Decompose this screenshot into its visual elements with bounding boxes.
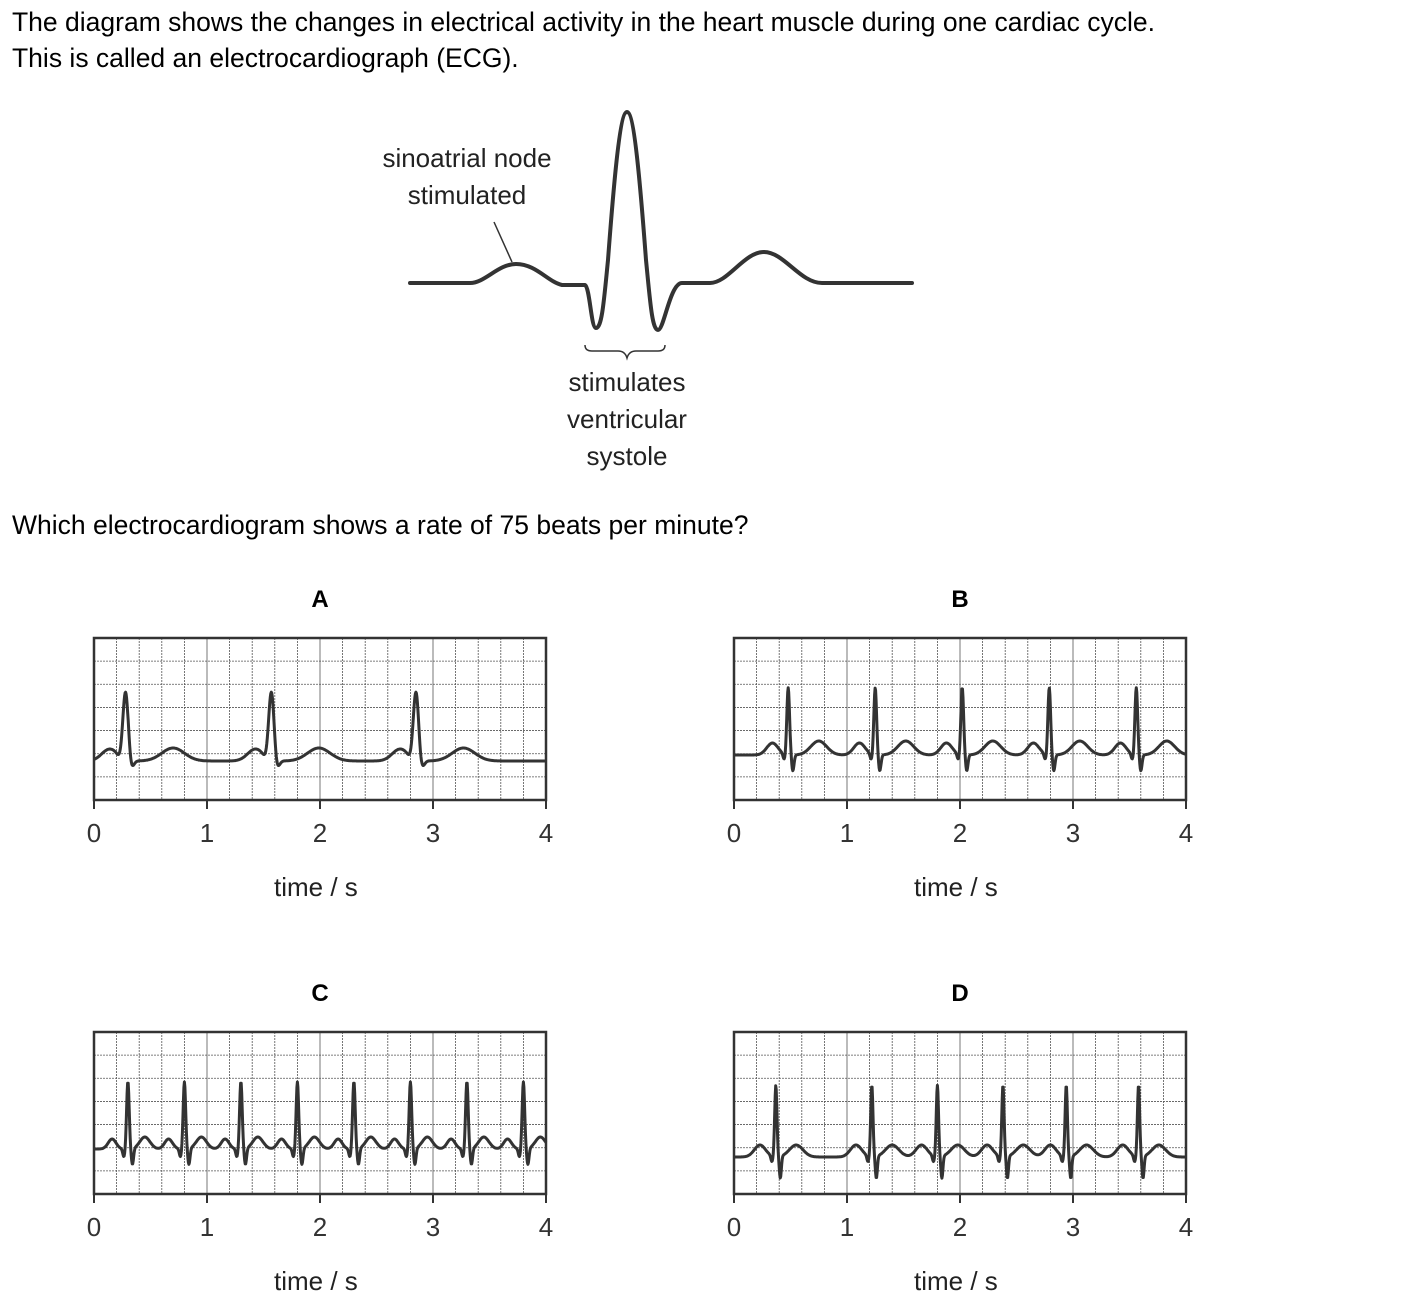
intro-text: The diagram shows the changes in electri… (12, 4, 1155, 76)
question-text: Which electrocardiogram shows a rate of … (12, 510, 749, 540)
ecg-option-b (732, 636, 1188, 809)
tick-c-4: 4 (538, 1212, 554, 1242)
ecg-option-d (732, 1030, 1188, 1203)
tick-b-4: 4 (1178, 818, 1194, 848)
ecg-option-a (92, 636, 548, 809)
tick-a-4: 4 (538, 818, 554, 848)
tick-c-3: 3 (425, 1212, 441, 1242)
ventricular-label-line-1: stimulates (568, 367, 686, 397)
tick-d-1: 1 (839, 1212, 855, 1242)
intro-line-2: This is called an electrocardiograph (EC… (12, 43, 519, 73)
ecg-option-c (92, 1030, 548, 1203)
xlabel-d: time / s (914, 1266, 998, 1296)
tick-d-4: 4 (1178, 1212, 1194, 1242)
ecg-trace (93, 1080, 548, 1166)
tick-b-0: 0 (726, 818, 742, 848)
tick-d-3: 3 (1065, 1212, 1081, 1242)
tick-b-2: 2 (952, 818, 968, 848)
ventricular-brace (584, 344, 666, 361)
ecg-trace (733, 686, 1187, 773)
tick-a-1: 1 (199, 818, 215, 848)
xlabel-a: time / s (274, 872, 358, 902)
xlabel-b: time / s (914, 872, 998, 902)
tick-b-1: 1 (839, 818, 855, 848)
option-letter-c: C (311, 980, 329, 1007)
tick-c-2: 2 (312, 1212, 328, 1242)
tick-b-3: 3 (1065, 818, 1081, 848)
option-letter-b: B (951, 586, 969, 613)
sa-node-pointer (493, 221, 513, 263)
option-letter-d: D (951, 980, 969, 1007)
tick-d-2: 2 (952, 1212, 968, 1242)
tick-a-2: 2 (312, 818, 328, 848)
xlabel-c: time / s (274, 1266, 358, 1296)
option-letter-a: A (311, 586, 329, 613)
ventricular-systole-label: stimulates ventricular systole (527, 364, 727, 475)
sa-node-label: sinoatrial node stimulated (352, 140, 582, 214)
tick-c-0: 0 (86, 1212, 102, 1242)
tick-a-0: 0 (86, 818, 102, 848)
ecg-single-cycle-trace (408, 110, 914, 332)
intro-line-1: The diagram shows the changes in electri… (12, 7, 1156, 37)
ecg-trace (733, 1083, 1187, 1180)
ventricular-label-line-2: ventricular (567, 404, 687, 434)
tick-a-3: 3 (425, 818, 441, 848)
tick-d-0: 0 (726, 1212, 742, 1242)
sa-node-label-line-1: sinoatrial node (382, 143, 552, 173)
single-heartbeat-diagram (408, 110, 914, 361)
ecg-trace (93, 690, 547, 767)
tick-c-1: 1 (199, 1212, 215, 1242)
sa-node-label-line-2: stimulated (407, 180, 527, 210)
ventricular-label-line-3: systole (586, 441, 668, 471)
